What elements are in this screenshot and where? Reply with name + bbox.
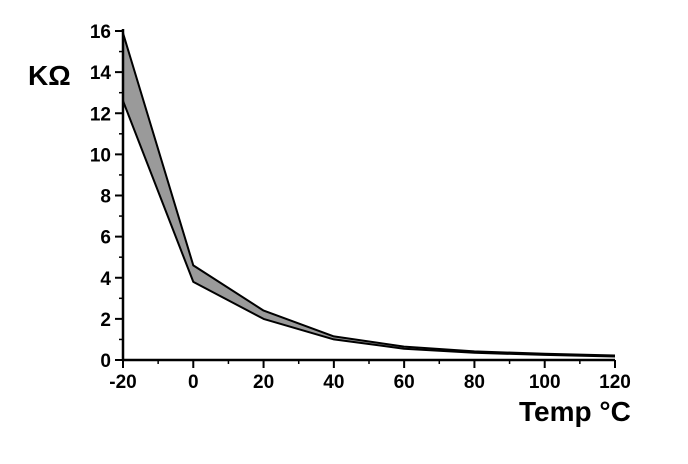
- x-tick-label: 60: [394, 372, 415, 393]
- y-tick-label: 14: [90, 63, 112, 84]
- axes-layer: [121, 29, 615, 362]
- y-tick-label: 4: [100, 269, 111, 290]
- x-tick-label: 100: [529, 372, 561, 393]
- tolerance-band: [123, 33, 615, 357]
- x-tick-label: 0: [188, 372, 199, 393]
- x-tick-label: 120: [599, 372, 631, 393]
- upper-bound-line: [122, 32, 616, 357]
- x-tick-label: 40: [323, 372, 344, 393]
- x-tick-label: -20: [109, 372, 136, 393]
- x-axis-title: Temp °C: [519, 396, 631, 427]
- x-tick-label: 80: [464, 372, 485, 393]
- x-tick-label: 20: [253, 372, 274, 393]
- band-layer: [122, 32, 616, 358]
- y-axis-title: KΩ: [28, 60, 71, 91]
- y-tick-label: 2: [100, 310, 111, 331]
- y-tick-label: 6: [100, 228, 111, 249]
- y-tick-label: 16: [90, 22, 111, 43]
- lower-bound-line: [122, 100, 616, 358]
- y-tick-label: 10: [90, 145, 111, 166]
- y-tick-label: 12: [90, 104, 111, 125]
- y-tick-label: 0: [100, 351, 111, 372]
- y-tick-label: 8: [100, 187, 111, 208]
